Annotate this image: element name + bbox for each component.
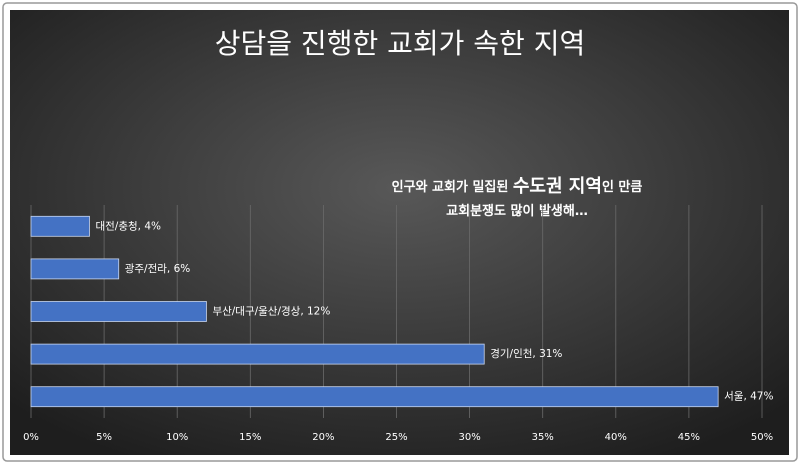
data-label: 서울, 47% (724, 391, 773, 403)
annotation-text: 수도권 지역 (513, 176, 602, 197)
annotation-text: 교회분쟁도 많이 발생해… (446, 203, 588, 219)
x-tick-label: 10% (166, 432, 188, 443)
annotation-line: 교회분쟁도 많이 발생해… (446, 203, 588, 219)
bar (30, 386, 719, 408)
chart-title: 상담을 진행한 교회가 속한 지역 (215, 27, 585, 60)
x-tick-label: 30% (458, 432, 480, 443)
x-tick-label: 45% (678, 432, 700, 443)
x-tick-label: 40% (605, 432, 627, 443)
annotation-text: 인구와 교회가 밀집된 (392, 179, 513, 195)
x-tick-label: 5% (96, 432, 112, 443)
data-label: 부산/대구/울산/경상, 12% (212, 305, 330, 318)
x-tick-label: 50% (751, 432, 773, 443)
x-tick-label: 35% (532, 432, 554, 443)
bar (30, 343, 485, 365)
x-tick-label: 20% (312, 432, 334, 443)
x-tick-label: 15% (239, 432, 261, 443)
x-tick-label: 0% (23, 432, 39, 443)
data-label: 광주/전라, 6% (125, 263, 191, 275)
data-label: 경기/인천, 31% (490, 347, 562, 360)
bar (30, 258, 120, 280)
chart-background (10, 10, 789, 455)
annotation-text: 인 만큼 (602, 179, 642, 195)
annotation-line: 인구와 교회가 밀집된 수도권 지역인 만큼 (392, 176, 643, 197)
data-label: 대전/충청, 4% (95, 220, 161, 232)
x-tick-label: 25% (385, 432, 407, 443)
bar (30, 301, 207, 322)
bar (30, 215, 90, 237)
